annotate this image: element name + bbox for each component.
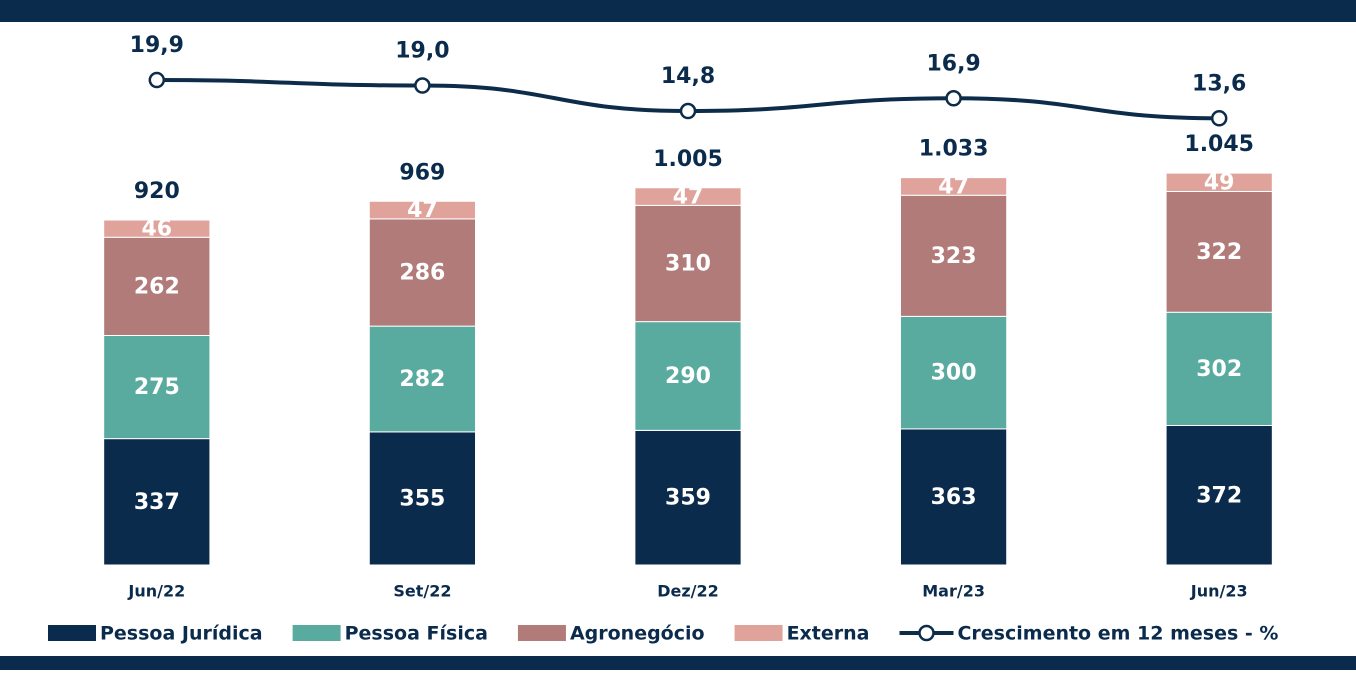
segment-label: 286	[399, 261, 445, 286]
segment-label: 49	[1204, 170, 1235, 195]
bar-segment	[1165, 311, 1273, 426]
segment-label: 363	[931, 485, 977, 510]
legend-label: Crescimento em 12 meses - %	[957, 623, 1278, 645]
legend-marker	[918, 624, 935, 642]
bar-segment	[1165, 172, 1273, 192]
bar-segment	[368, 431, 477, 566]
segment-label: 47	[407, 198, 438, 223]
bar-segment	[634, 187, 742, 206]
bar-segment	[634, 429, 742, 566]
line-marker	[1210, 110, 1228, 127]
total-label: 920	[134, 179, 180, 204]
bar-segment	[1165, 191, 1273, 313]
legend-swatch	[734, 625, 783, 641]
segment-label: 322	[1196, 240, 1242, 265]
x-tick-label: Jun/23	[1190, 582, 1248, 601]
bar-segment	[368, 218, 477, 327]
segment-label: 47	[938, 174, 969, 199]
segment-label: 323	[931, 244, 977, 269]
legend-swatch	[48, 625, 96, 641]
segment-label: 290	[665, 364, 711, 389]
x-tick-label: Jun/22	[127, 582, 185, 601]
bar-segment	[1165, 425, 1273, 566]
line-label: 14,8	[661, 64, 715, 89]
line-marker	[148, 71, 166, 89]
segment-label: 355	[399, 486, 445, 511]
line-label: 19,0	[395, 39, 449, 64]
segment-label: 275	[134, 375, 180, 400]
bar-segment	[368, 325, 477, 433]
bar-segment	[634, 204, 742, 323]
legend-swatch	[517, 625, 566, 641]
bar-segment	[899, 177, 1008, 196]
bar-segment	[368, 200, 477, 220]
legend-label: Agronegócio	[570, 623, 705, 645]
total-label: 1.045	[1184, 132, 1254, 157]
x-tick-label: Mar/23	[922, 582, 985, 601]
segment-label: 310	[665, 252, 711, 277]
segment-label: 47	[673, 185, 704, 210]
line-label: 16,9	[926, 51, 980, 76]
bar-segment	[899, 194, 1008, 317]
bar-segment	[103, 335, 211, 440]
total-label: 1.033	[919, 137, 989, 162]
line-marker	[414, 77, 431, 94]
segment-label: 302	[1196, 357, 1242, 382]
segment-label: 372	[1196, 483, 1242, 508]
segment-label: 262	[134, 274, 180, 299]
total-label: 969	[399, 161, 445, 186]
bar-segment	[103, 438, 211, 566]
segment-label: 282	[399, 367, 445, 392]
line-marker	[945, 90, 962, 107]
segment-label: 46	[141, 217, 172, 242]
segment-label: 359	[665, 486, 711, 511]
legend-swatch	[292, 625, 341, 641]
segment-label: 300	[931, 361, 977, 386]
line-label: 19,9	[130, 33, 184, 58]
bar-segment	[103, 219, 211, 238]
legend-label: Pessoa Física	[345, 623, 488, 645]
x-tick-label: Dez/22	[657, 582, 719, 601]
x-tick-label: Set/22	[393, 582, 451, 601]
bar-segment	[634, 321, 742, 431]
line-marker	[679, 102, 697, 120]
legend-label: Pessoa Jurídica	[100, 623, 263, 645]
bar-segment	[899, 428, 1008, 566]
segment-label: 337	[134, 490, 180, 515]
legend-label: Externa	[787, 623, 870, 645]
top-band	[0, 0, 1356, 22]
total-label: 1.005	[653, 147, 723, 172]
line-label: 13,6	[1192, 71, 1246, 96]
bottom-band	[0, 656, 1356, 670]
